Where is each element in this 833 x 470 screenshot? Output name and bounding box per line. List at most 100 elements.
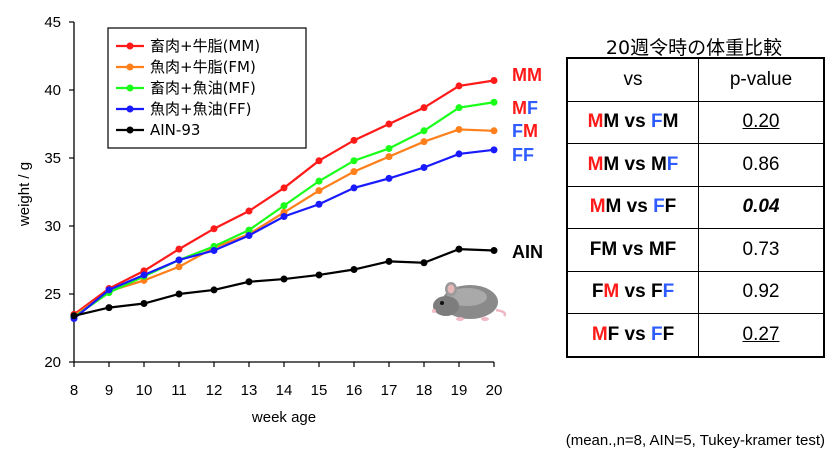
header-vs: vs <box>566 57 699 102</box>
series-end-labels: MM FM MF FF AIN <box>512 65 543 262</box>
data-point <box>350 136 358 144</box>
data-point <box>280 202 288 210</box>
chart-axes: 8 9 10 11 12 13 14 15 16 17 18 19 20 20 25 30 35 40 45 <box>44 14 502 399</box>
x-tick-label: 19 <box>451 382 468 399</box>
end-label-AIN: AIN <box>512 242 543 262</box>
data-point <box>385 174 393 182</box>
comparison-row: MM vs FF 0.04 <box>566 185 825 229</box>
data-point <box>490 76 498 84</box>
data-point <box>490 146 498 154</box>
data-point <box>455 150 463 158</box>
data-point <box>350 157 358 165</box>
data-point <box>350 184 358 192</box>
comparison-pair: MM vs FF <box>566 185 699 229</box>
series-FM <box>70 125 498 320</box>
legend-swatch-marker <box>126 105 134 113</box>
y-tick-label: 25 <box>44 286 61 303</box>
legend-entry: 魚肉+牛脂(FM) <box>150 58 256 76</box>
data-point <box>280 275 288 283</box>
data-point <box>210 246 218 254</box>
x-tick-label: 14 <box>276 382 293 399</box>
data-point <box>350 266 358 274</box>
data-point <box>490 127 498 135</box>
legend-swatch-marker <box>126 126 134 134</box>
comparison-table: vs p-value MM vs FM 0.20 MM vs MF 0.86 MM vs… <box>566 57 825 358</box>
data-point <box>210 286 218 294</box>
comparison-header-row: vs p-value <box>566 57 825 102</box>
legend-entry: 畜肉+魚油(MF) <box>150 79 256 97</box>
y-tick-label: 20 <box>44 354 61 371</box>
data-point <box>420 259 428 267</box>
data-point <box>70 312 78 320</box>
y-tick-label: 30 <box>44 218 61 235</box>
footnote: (mean.,n=8, AIN=5, Tukey-kramer test) <box>565 432 825 449</box>
x-axis-label: week age <box>251 409 316 426</box>
comparison-p-value: 0.20 <box>698 100 825 144</box>
data-point <box>105 304 113 312</box>
data-point <box>175 256 183 264</box>
x-tick-label: 18 <box>416 382 433 399</box>
data-point <box>420 104 428 112</box>
comparison-row: MF vs FF 0.27 <box>566 313 825 357</box>
data-point <box>105 286 113 294</box>
comparison-pair: MF vs FF <box>566 313 699 357</box>
data-point <box>455 104 463 112</box>
comparison-p-value: 0.04 <box>698 185 825 229</box>
comparison-row: MM vs FM 0.20 <box>566 100 825 144</box>
data-point <box>315 271 323 279</box>
data-point <box>385 144 393 152</box>
data-point <box>140 271 148 279</box>
end-label-FM: FM <box>512 121 538 141</box>
data-point <box>420 164 428 172</box>
y-tick-label: 45 <box>44 14 61 31</box>
data-point <box>315 187 323 195</box>
x-tick-label: 8 <box>70 382 78 399</box>
data-point <box>175 245 183 253</box>
comparison-p-value: 0.73 <box>698 228 825 272</box>
x-tick-label: 9 <box>105 382 113 399</box>
x-tick-label: 10 <box>136 382 153 399</box>
header-p-value: p-value <box>698 57 825 102</box>
y-axis-label: weight / g <box>16 162 33 227</box>
data-point <box>315 157 323 165</box>
series-MM <box>70 76 498 318</box>
comparison-p-value: 0.86 <box>698 143 825 187</box>
chart-legend: 畜肉+牛脂(MM) 魚肉+牛脂(FM) 畜肉+魚油(MF) 魚肉+魚油(FF) AIN-… <box>107 27 307 149</box>
data-point <box>175 290 183 298</box>
data-point <box>420 138 428 146</box>
comparison-row: MM vs MF 0.86 <box>566 143 825 187</box>
comparison-row: FM vs MF 0.73 <box>566 228 825 272</box>
data-point <box>455 125 463 133</box>
data-point <box>280 184 288 192</box>
data-point <box>175 263 183 271</box>
legend-entry: 魚肉+魚油(FF) <box>150 100 252 118</box>
data-point <box>490 246 498 254</box>
mouse-icon <box>432 282 507 321</box>
x-tick-label: 12 <box>206 382 223 399</box>
comparison-pair: MM vs FM <box>566 100 699 144</box>
comparison-title: 20週令時の体重比較 <box>605 37 783 59</box>
comparison-pair: FM vs MF <box>566 228 699 272</box>
x-tick-label: 13 <box>241 382 258 399</box>
data-point <box>455 245 463 253</box>
x-tick-label: 16 <box>346 382 363 399</box>
data-point <box>210 225 218 233</box>
data-point <box>350 168 358 176</box>
data-point <box>140 300 148 308</box>
legend-entry: 畜肉+牛脂(MM) <box>150 37 260 55</box>
data-point <box>385 153 393 161</box>
legend-swatch-marker <box>126 63 134 71</box>
data-point <box>420 127 428 135</box>
x-tick-label: 11 <box>171 382 187 399</box>
legend-swatch-marker <box>126 84 134 92</box>
x-tick-label: 20 <box>486 382 503 399</box>
data-point <box>245 278 253 286</box>
comparison-pair: MM vs MF <box>566 143 699 187</box>
chart-series <box>70 76 498 322</box>
data-point <box>245 226 253 234</box>
data-point <box>315 200 323 208</box>
data-point <box>385 120 393 128</box>
x-tick-label: 17 <box>381 382 398 399</box>
series-line <box>73 148 495 320</box>
